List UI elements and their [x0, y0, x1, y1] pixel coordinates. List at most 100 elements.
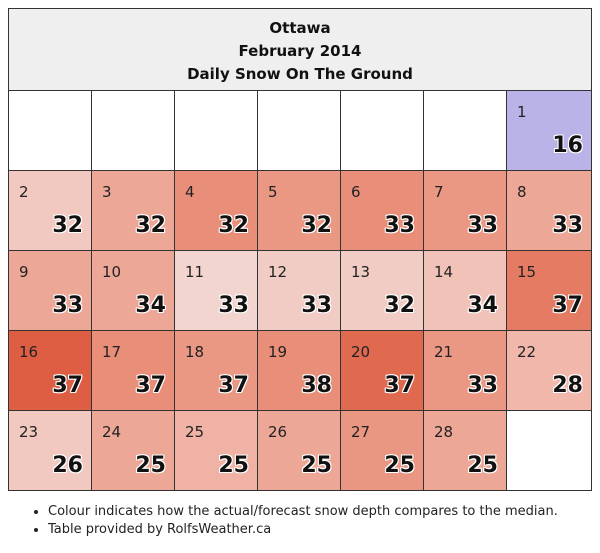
day-number: 27 — [351, 423, 371, 441]
calendar-header: Ottawa February 2014 Daily Snow On The G… — [9, 9, 591, 91]
day-number: 16 — [19, 343, 39, 361]
snow-depth-value: 33 — [218, 293, 249, 318]
day-cell: 8 33 — [507, 171, 591, 251]
snow-depth-value: 34 — [467, 293, 498, 318]
day-cell: 18 37 — [175, 331, 258, 411]
day-cell: 20 37 — [341, 331, 424, 411]
snow-depth-value: 38 — [301, 373, 332, 398]
day-number: 19 — [268, 343, 288, 361]
day-cell: 26 25 — [258, 411, 341, 490]
day-number: 22 — [517, 343, 537, 361]
snow-depth-value: 32 — [135, 213, 166, 238]
day-cell: 11 33 — [175, 251, 258, 331]
snow-depth-value: 25 — [135, 453, 166, 478]
day-number: 20 — [351, 343, 371, 361]
day-cell: 9 33 — [9, 251, 92, 331]
day-number: 12 — [268, 263, 288, 281]
snow-depth-value: 28 — [552, 373, 583, 398]
empty-cell — [175, 91, 258, 171]
snow-depth-value: 33 — [467, 373, 498, 398]
snow-depth-value: 32 — [301, 213, 332, 238]
snow-depth-value: 37 — [552, 293, 583, 318]
day-cell: 19 38 — [258, 331, 341, 411]
day-number: 6 — [351, 183, 361, 201]
day-number: 9 — [19, 263, 29, 281]
snow-depth-value: 37 — [218, 373, 249, 398]
day-number: 26 — [268, 423, 288, 441]
day-cell: 10 34 — [92, 251, 175, 331]
day-number: 23 — [19, 423, 39, 441]
snow-depth-value: 33 — [384, 213, 415, 238]
day-cell: 6 33 — [341, 171, 424, 251]
notes-list: Colour indicates how the actual/forecast… — [28, 503, 558, 539]
day-cell: 22 28 — [507, 331, 591, 411]
day-cell: 14 34 — [424, 251, 507, 331]
empty-cell — [507, 411, 591, 490]
snow-depth-value: 33 — [301, 293, 332, 318]
day-cell: 12 33 — [258, 251, 341, 331]
day-cell: 23 26 — [9, 411, 92, 490]
day-cell: 16 37 — [9, 331, 92, 411]
day-number: 24 — [102, 423, 122, 441]
snow-depth-value: 32 — [384, 293, 415, 318]
day-number: 21 — [434, 343, 454, 361]
day-cell: 4 32 — [175, 171, 258, 251]
empty-cell — [341, 91, 424, 171]
day-number: 28 — [434, 423, 454, 441]
day-number: 7 — [434, 183, 444, 201]
snow-depth-value: 37 — [135, 373, 166, 398]
snow-depth-value: 16 — [552, 133, 583, 158]
day-number: 2 — [19, 183, 29, 201]
day-number: 4 — [185, 183, 195, 201]
snow-depth-value: 25 — [467, 453, 498, 478]
empty-cell — [9, 91, 92, 171]
snow-depth-value: 34 — [135, 293, 166, 318]
day-number: 11 — [185, 263, 205, 281]
day-cell: 15 37 — [507, 251, 591, 331]
day-cell: 24 25 — [92, 411, 175, 490]
day-number: 3 — [102, 183, 112, 201]
table-title: Daily Snow On The Ground — [187, 65, 413, 83]
day-number: 5 — [268, 183, 278, 201]
day-cell: 21 33 — [424, 331, 507, 411]
empty-cell — [258, 91, 341, 171]
empty-cell — [92, 91, 175, 171]
snow-depth-value: 37 — [384, 373, 415, 398]
snow-depth-value: 25 — [218, 453, 249, 478]
note-colour-legend: Colour indicates how the actual/forecast… — [48, 503, 558, 521]
day-number: 13 — [351, 263, 371, 281]
day-cell: 13 32 — [341, 251, 424, 331]
day-number: 25 — [185, 423, 205, 441]
day-number: 17 — [102, 343, 122, 361]
day-number: 1 — [517, 103, 527, 121]
snow-depth-value: 33 — [52, 293, 83, 318]
snow-calendar: Ottawa February 2014 Daily Snow On The G… — [8, 8, 592, 491]
day-number: 15 — [517, 263, 537, 281]
note-attribution: Table provided by RolfsWeather.ca — [48, 521, 558, 539]
snow-depth-value: 32 — [218, 213, 249, 238]
day-cell: 17 37 — [92, 331, 175, 411]
day-cell: 7 33 — [424, 171, 507, 251]
empty-cell — [424, 91, 507, 171]
snow-depth-value: 32 — [52, 213, 83, 238]
day-cell: 27 25 — [341, 411, 424, 490]
day-cell: 28 25 — [424, 411, 507, 490]
city-title: Ottawa — [269, 19, 331, 37]
calendar-grid: 1 16 2 32 3 32 4 32 5 32 6 33 7 33 8 33 9 33 10 34 11 33 12 33 1… — [9, 91, 591, 490]
snow-depth-value: 25 — [301, 453, 332, 478]
day-cell: 5 32 — [258, 171, 341, 251]
snow-depth-value: 37 — [52, 373, 83, 398]
snow-depth-value: 25 — [384, 453, 415, 478]
day-number: 8 — [517, 183, 527, 201]
day-cell: 2 32 — [9, 171, 92, 251]
day-number: 18 — [185, 343, 205, 361]
snow-depth-value: 26 — [52, 453, 83, 478]
day-cell: 3 32 — [92, 171, 175, 251]
day-number: 14 — [434, 263, 454, 281]
month-title: February 2014 — [238, 42, 362, 60]
day-cell: 25 25 — [175, 411, 258, 490]
snow-depth-value: 33 — [552, 213, 583, 238]
day-cell: 1 16 — [507, 91, 591, 171]
day-number: 10 — [102, 263, 122, 281]
snow-depth-value: 33 — [467, 213, 498, 238]
